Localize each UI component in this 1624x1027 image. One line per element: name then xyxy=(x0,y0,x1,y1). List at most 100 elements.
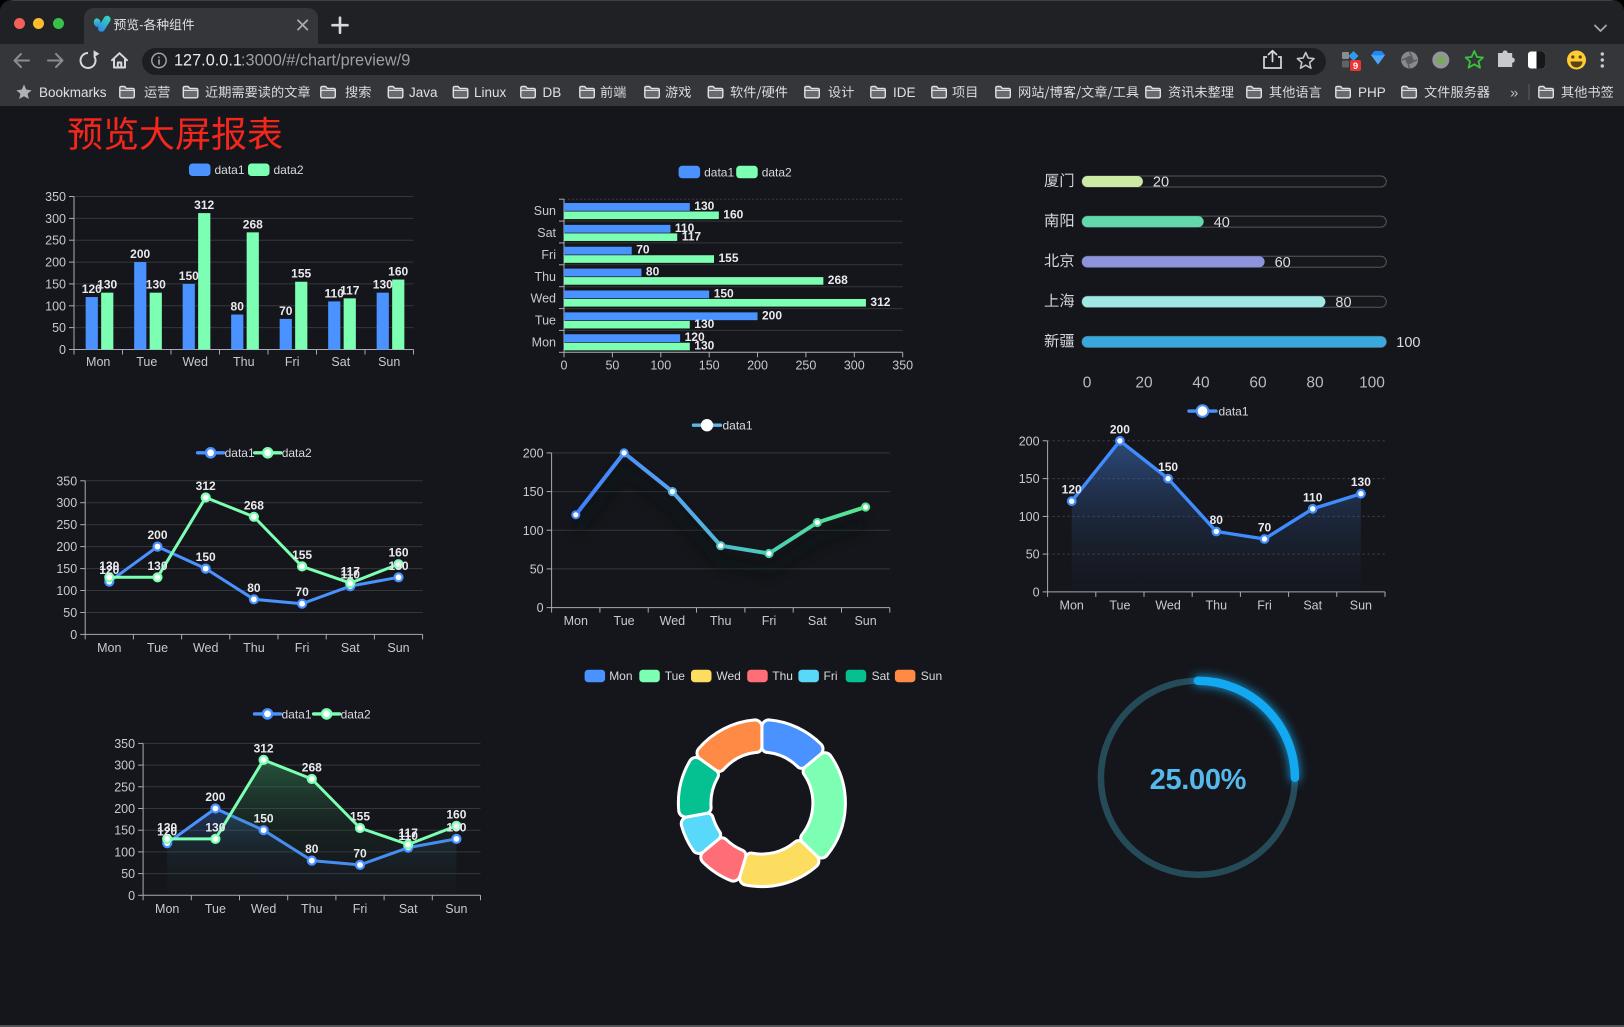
svg-text:Fri: Fri xyxy=(353,902,368,916)
svg-text:0: 0 xyxy=(1033,585,1040,599)
svg-text:60: 60 xyxy=(1249,375,1267,392)
svg-text:268: 268 xyxy=(243,217,263,231)
svg-text:130: 130 xyxy=(97,278,117,292)
svg-text:117: 117 xyxy=(682,229,702,243)
svg-text:0: 0 xyxy=(128,889,135,903)
svg-text:200: 200 xyxy=(56,540,77,554)
svg-text:200: 200 xyxy=(147,528,167,542)
svg-text:268: 268 xyxy=(828,273,848,287)
svg-text:Fri: Fri xyxy=(762,614,777,628)
svg-text:150: 150 xyxy=(196,550,216,564)
svg-text:200: 200 xyxy=(45,256,66,270)
svg-text:data2: data2 xyxy=(341,707,371,721)
svg-text:200: 200 xyxy=(130,247,150,261)
svg-text:40: 40 xyxy=(1214,215,1230,231)
svg-text:0: 0 xyxy=(70,628,77,642)
svg-text:70: 70 xyxy=(1258,521,1272,535)
svg-text:data2: data2 xyxy=(274,163,304,177)
svg-text:Mon: Mon xyxy=(564,614,588,628)
svg-text:150: 150 xyxy=(1158,460,1178,474)
svg-text:130: 130 xyxy=(157,820,177,834)
svg-text:130: 130 xyxy=(147,559,167,573)
svg-text:130: 130 xyxy=(373,278,393,292)
svg-text:150: 150 xyxy=(254,812,274,826)
svg-text:312: 312 xyxy=(870,295,890,309)
svg-text:Thu: Thu xyxy=(301,902,323,916)
svg-text:150: 150 xyxy=(1019,472,1040,486)
svg-text:Thu: Thu xyxy=(233,355,255,369)
svg-text:data1: data1 xyxy=(1219,405,1249,419)
svg-text:Sun: Sun xyxy=(445,902,467,916)
svg-text:117: 117 xyxy=(341,565,361,579)
svg-text:data2: data2 xyxy=(762,165,792,179)
svg-text:Fri: Fri xyxy=(295,641,310,655)
svg-text:Tue: Tue xyxy=(147,641,168,655)
svg-text:100: 100 xyxy=(1019,510,1040,524)
svg-text:130: 130 xyxy=(146,278,166,292)
svg-text:Sat: Sat xyxy=(872,669,891,683)
svg-text:350: 350 xyxy=(114,737,135,751)
svg-text:Sun: Sun xyxy=(921,669,942,683)
svg-text:data1: data1 xyxy=(282,707,312,721)
svg-text:data1: data1 xyxy=(225,446,255,460)
svg-text:25.00%: 25.00% xyxy=(1150,764,1247,796)
svg-text:Sat: Sat xyxy=(341,641,360,655)
svg-text:200: 200 xyxy=(114,802,135,816)
svg-text:Wed: Wed xyxy=(251,902,277,916)
svg-text:Sat: Sat xyxy=(1303,598,1322,612)
svg-text:Tue: Tue xyxy=(535,314,556,328)
svg-text:300: 300 xyxy=(114,759,135,773)
svg-text:250: 250 xyxy=(45,234,66,248)
svg-text:80: 80 xyxy=(247,581,261,595)
svg-text:Mon: Mon xyxy=(532,335,556,349)
svg-text:Tue: Tue xyxy=(1109,598,1130,612)
svg-text:130: 130 xyxy=(388,559,408,573)
svg-text:Tue: Tue xyxy=(614,614,635,628)
svg-text:100: 100 xyxy=(114,845,135,859)
svg-text:150: 150 xyxy=(523,485,544,499)
svg-text:130: 130 xyxy=(694,317,714,331)
svg-text:130: 130 xyxy=(99,559,119,573)
svg-text:Sun: Sun xyxy=(1350,598,1372,612)
svg-text:70: 70 xyxy=(295,585,309,599)
svg-text:155: 155 xyxy=(292,548,312,562)
svg-text:data2: data2 xyxy=(282,446,312,460)
svg-text:100: 100 xyxy=(1396,335,1420,351)
svg-text:100: 100 xyxy=(45,299,66,313)
svg-text:80: 80 xyxy=(1306,375,1324,392)
svg-text:Sun: Sun xyxy=(387,641,409,655)
svg-text:Tue: Tue xyxy=(665,669,686,683)
svg-text:60: 60 xyxy=(1275,255,1291,271)
svg-text:200: 200 xyxy=(523,446,544,460)
svg-text:155: 155 xyxy=(350,810,370,824)
svg-text:Mon: Mon xyxy=(609,669,632,683)
svg-text:data1: data1 xyxy=(215,163,245,177)
svg-text:120: 120 xyxy=(99,563,119,577)
svg-text:312: 312 xyxy=(194,198,214,212)
svg-text:Wed: Wed xyxy=(1155,598,1181,612)
svg-text:160: 160 xyxy=(723,208,743,222)
svg-text:50: 50 xyxy=(63,606,77,620)
svg-text:130: 130 xyxy=(694,199,714,213)
svg-text:150: 150 xyxy=(179,269,199,283)
svg-text:80: 80 xyxy=(646,265,660,279)
svg-text:Sat: Sat xyxy=(537,226,556,240)
svg-text:160: 160 xyxy=(388,546,408,560)
svg-text:Sat: Sat xyxy=(808,614,827,628)
svg-text:Mon: Mon xyxy=(155,902,179,916)
svg-text:117: 117 xyxy=(399,826,419,840)
svg-text:Fri: Fri xyxy=(1257,598,1272,612)
svg-text:Thu: Thu xyxy=(534,270,556,284)
svg-text:70: 70 xyxy=(636,243,650,257)
svg-text:Mon: Mon xyxy=(86,355,110,369)
svg-text:Thu: Thu xyxy=(243,641,265,655)
svg-text:0: 0 xyxy=(537,601,544,615)
svg-text:Wed: Wed xyxy=(660,614,686,628)
svg-text:40: 40 xyxy=(1192,375,1210,392)
svg-text:100: 100 xyxy=(650,358,671,372)
svg-text:50: 50 xyxy=(52,321,66,335)
svg-text:200: 200 xyxy=(762,308,782,322)
svg-text:70: 70 xyxy=(279,304,293,318)
svg-text:100: 100 xyxy=(523,524,544,538)
svg-text:Mon: Mon xyxy=(97,641,121,655)
